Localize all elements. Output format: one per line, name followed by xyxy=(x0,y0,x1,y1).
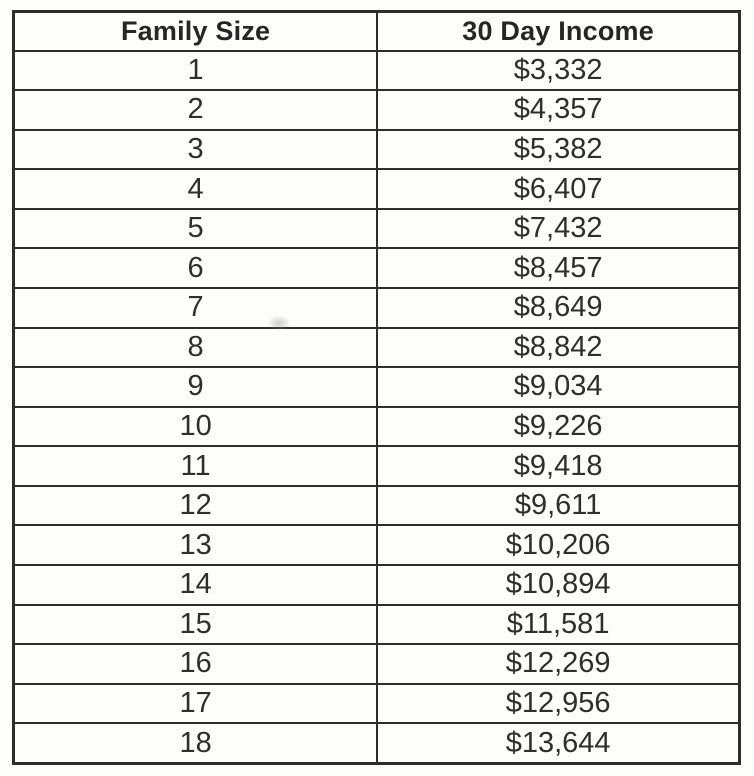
table-row: 18 $13,644 xyxy=(12,722,741,765)
income-table: Family Size 30 Day Income 1 $3,332 2 $4,357… xyxy=(12,10,741,765)
family-size-cell: 1 xyxy=(12,49,379,92)
column-header-30-day-income: 30 Day Income xyxy=(376,10,741,52)
table-row: 16 $12,269 xyxy=(12,643,741,685)
header-row: Family Size 30 Day Income xyxy=(12,10,741,52)
family-size-cell: 3 xyxy=(12,128,379,171)
table-row: 17 $12,956 xyxy=(12,682,741,725)
table-row: 6 $8,457 xyxy=(12,247,741,289)
column-header-family-size: Family Size xyxy=(12,10,379,52)
income-cell: $7,432 xyxy=(376,207,741,250)
family-size-cell: 16 xyxy=(12,643,379,685)
table-row: 7 $8,649 xyxy=(12,286,741,329)
income-cell: $12,269 xyxy=(376,643,741,685)
income-cell: $6,407 xyxy=(376,168,741,210)
family-size-cell: 13 xyxy=(12,524,379,567)
family-size-cell: 17 xyxy=(12,682,379,725)
income-cell: $12,956 xyxy=(376,682,741,725)
income-cell: $8,649 xyxy=(376,286,741,329)
family-size-cell: 11 xyxy=(12,445,379,487)
family-size-cell: 6 xyxy=(12,247,379,289)
family-size-cell: 5 xyxy=(12,207,379,250)
income-cell: $8,457 xyxy=(376,247,741,289)
income-cell: $9,034 xyxy=(376,366,741,408)
table-row: 11 $9,418 xyxy=(12,445,741,487)
family-size-cell: 4 xyxy=(12,168,379,210)
income-cell: $13,644 xyxy=(376,722,741,765)
table-row: 10 $9,226 xyxy=(12,405,741,448)
income-cell: $10,206 xyxy=(376,524,741,567)
income-cell: $4,357 xyxy=(376,89,741,131)
family-size-cell: 12 xyxy=(12,484,379,527)
family-size-cell: 7 xyxy=(12,286,379,329)
family-size-cell: 14 xyxy=(12,564,379,606)
table-header: Family Size 30 Day Income xyxy=(12,10,741,52)
income-cell: $8,842 xyxy=(376,326,741,369)
table-row: 2 $4,357 xyxy=(12,89,741,131)
family-size-cell: 18 xyxy=(12,722,379,765)
table-row: 12 $9,611 xyxy=(12,484,741,527)
income-cell: $9,418 xyxy=(376,445,741,487)
table-row: 9 $9,034 xyxy=(12,366,741,408)
income-cell: $5,382 xyxy=(376,128,741,171)
table-row: 8 $8,842 xyxy=(12,326,741,369)
table-row: 5 $7,432 xyxy=(12,207,741,250)
family-size-cell: 8 xyxy=(12,326,379,369)
table-body: 1 $3,332 2 $4,357 3 $5,382 4 $6,407 5 $7,432 6 $8,4… xyxy=(12,49,741,765)
income-cell: $3,332 xyxy=(376,49,741,92)
table-row: 15 $11,581 xyxy=(12,603,741,646)
table-row: 14 $10,894 xyxy=(12,564,741,606)
family-size-cell: 10 xyxy=(12,405,379,448)
income-cell: $9,611 xyxy=(376,484,741,527)
table-row: 1 $3,332 xyxy=(12,49,741,92)
income-cell: $10,894 xyxy=(376,564,741,606)
income-cell: $9,226 xyxy=(376,405,741,448)
table-row: 3 $5,382 xyxy=(12,128,741,171)
family-size-cell: 15 xyxy=(12,603,379,646)
income-cell: $11,581 xyxy=(376,603,741,646)
family-size-cell: 9 xyxy=(12,366,379,408)
family-size-cell: 2 xyxy=(12,89,379,131)
table-row: 13 $10,206 xyxy=(12,524,741,567)
table-row: 4 $6,407 xyxy=(12,168,741,210)
